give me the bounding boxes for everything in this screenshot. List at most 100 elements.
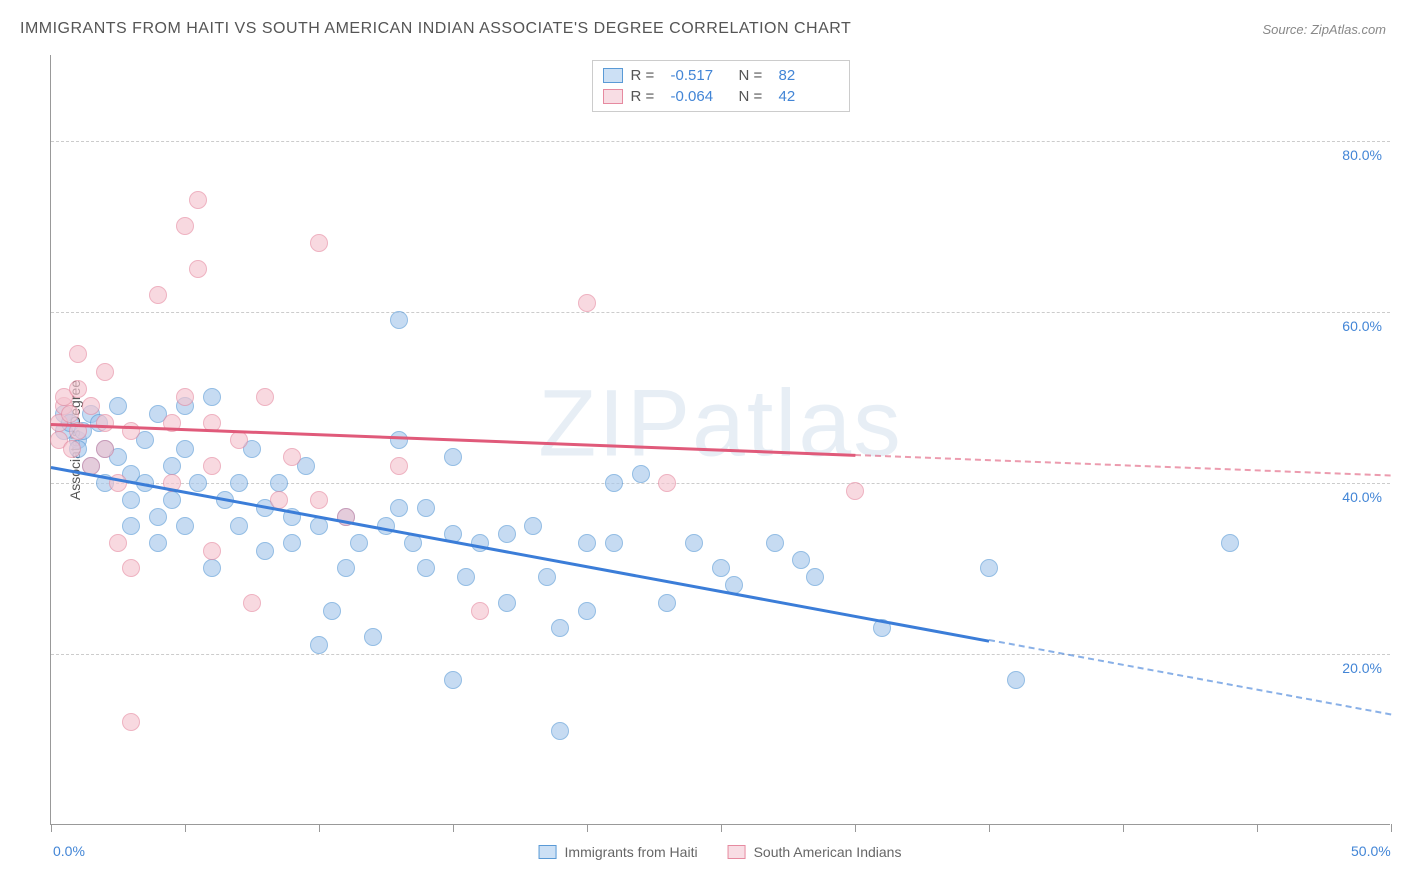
data-point-blue: [122, 491, 140, 509]
x-tick: [989, 824, 990, 832]
legend-item-pink: South American Indians: [728, 844, 902, 860]
data-point-blue: [203, 559, 221, 577]
y-tick-label: 20.0%: [1342, 660, 1382, 676]
legend-n-value-pink: 42: [779, 88, 839, 105]
data-point-blue: [149, 534, 167, 552]
data-point-blue: [658, 594, 676, 612]
legend-label-pink: South American Indians: [754, 844, 902, 860]
x-tick: [855, 824, 856, 832]
x-tick: [453, 824, 454, 832]
x-tick: [1257, 824, 1258, 832]
trend-line: [855, 454, 1391, 477]
x-tick: [319, 824, 320, 832]
series-legend: Immigrants from Haiti South American Ind…: [539, 844, 902, 860]
data-point-blue: [417, 499, 435, 517]
data-point-blue: [551, 619, 569, 637]
data-point-blue: [364, 628, 382, 646]
legend-n-label: N =: [739, 88, 771, 105]
data-point-blue: [605, 474, 623, 492]
chart-title: IMMIGRANTS FROM HAITI VS SOUTH AMERICAN …: [20, 20, 851, 38]
data-point-blue: [310, 636, 328, 654]
data-point-blue: [524, 517, 542, 535]
data-point-pink: [203, 542, 221, 560]
scatter-plot: ZIPatlas R = -0.517 N = 82 R = -0.064 N …: [50, 55, 1390, 825]
watermark-text: ZIPatlas: [538, 370, 902, 479]
data-point-pink: [846, 482, 864, 500]
legend-r-value-pink: -0.064: [671, 88, 731, 105]
data-point-blue: [230, 474, 248, 492]
data-point-pink: [176, 388, 194, 406]
x-tick-label: 0.0%: [53, 843, 85, 859]
data-point-pink: [578, 294, 596, 312]
legend-label-blue: Immigrants from Haiti: [565, 844, 698, 860]
gridline: [51, 141, 1390, 142]
data-point-pink: [189, 191, 207, 209]
x-tick: [51, 824, 52, 832]
data-point-blue: [390, 499, 408, 517]
data-point-blue: [498, 594, 516, 612]
data-point-pink: [658, 474, 676, 492]
legend-n-label: N =: [739, 67, 771, 84]
legend-item-blue: Immigrants from Haiti: [539, 844, 698, 860]
x-tick-label: 50.0%: [1351, 843, 1391, 859]
chart-source: Source: ZipAtlas.com: [1262, 22, 1386, 37]
data-point-blue: [605, 534, 623, 552]
data-point-pink: [96, 363, 114, 381]
data-point-pink: [69, 380, 87, 398]
data-point-blue: [163, 491, 181, 509]
data-point-blue: [417, 559, 435, 577]
x-tick: [721, 824, 722, 832]
gridline: [51, 312, 1390, 313]
data-point-pink: [61, 405, 79, 423]
data-point-blue: [444, 448, 462, 466]
data-point-pink: [109, 534, 127, 552]
data-point-blue: [189, 474, 207, 492]
data-point-blue: [203, 388, 221, 406]
legend-swatch-blue: [603, 68, 623, 83]
data-point-blue: [283, 534, 301, 552]
data-point-blue: [444, 671, 462, 689]
data-point-blue: [806, 568, 824, 586]
data-point-blue: [270, 474, 288, 492]
data-point-pink: [122, 559, 140, 577]
data-point-blue: [685, 534, 703, 552]
data-point-pink: [122, 713, 140, 731]
data-point-pink: [63, 440, 81, 458]
data-point-blue: [538, 568, 556, 586]
legend-n-value-blue: 82: [779, 67, 839, 84]
legend-r-label: R =: [631, 88, 663, 105]
legend-r-value-blue: -0.517: [671, 67, 731, 84]
data-point-blue: [256, 542, 274, 560]
x-tick: [1123, 824, 1124, 832]
data-point-pink: [310, 491, 328, 509]
data-point-blue: [712, 559, 730, 577]
data-point-pink: [69, 345, 87, 363]
data-point-pink: [96, 440, 114, 458]
legend-row-blue: R = -0.517 N = 82: [603, 65, 839, 86]
data-point-blue: [176, 440, 194, 458]
data-point-pink: [189, 260, 207, 278]
data-point-blue: [766, 534, 784, 552]
data-point-blue: [457, 568, 475, 586]
data-point-blue: [323, 602, 341, 620]
data-point-blue: [578, 534, 596, 552]
data-point-pink: [96, 414, 114, 432]
data-point-pink: [176, 217, 194, 235]
y-tick-label: 60.0%: [1342, 318, 1382, 334]
y-tick-label: 40.0%: [1342, 489, 1382, 505]
data-point-blue: [337, 559, 355, 577]
data-point-blue: [230, 517, 248, 535]
legend-swatch-blue: [539, 845, 557, 859]
x-tick: [587, 824, 588, 832]
data-point-blue: [980, 559, 998, 577]
data-point-blue: [390, 431, 408, 449]
data-point-pink: [149, 286, 167, 304]
data-point-blue: [632, 465, 650, 483]
x-tick: [1391, 824, 1392, 832]
data-point-pink: [243, 594, 261, 612]
legend-row-pink: R = -0.064 N = 42: [603, 86, 839, 107]
data-point-blue: [1221, 534, 1239, 552]
data-point-pink: [82, 397, 100, 415]
data-point-blue: [122, 517, 140, 535]
legend-swatch-pink: [728, 845, 746, 859]
